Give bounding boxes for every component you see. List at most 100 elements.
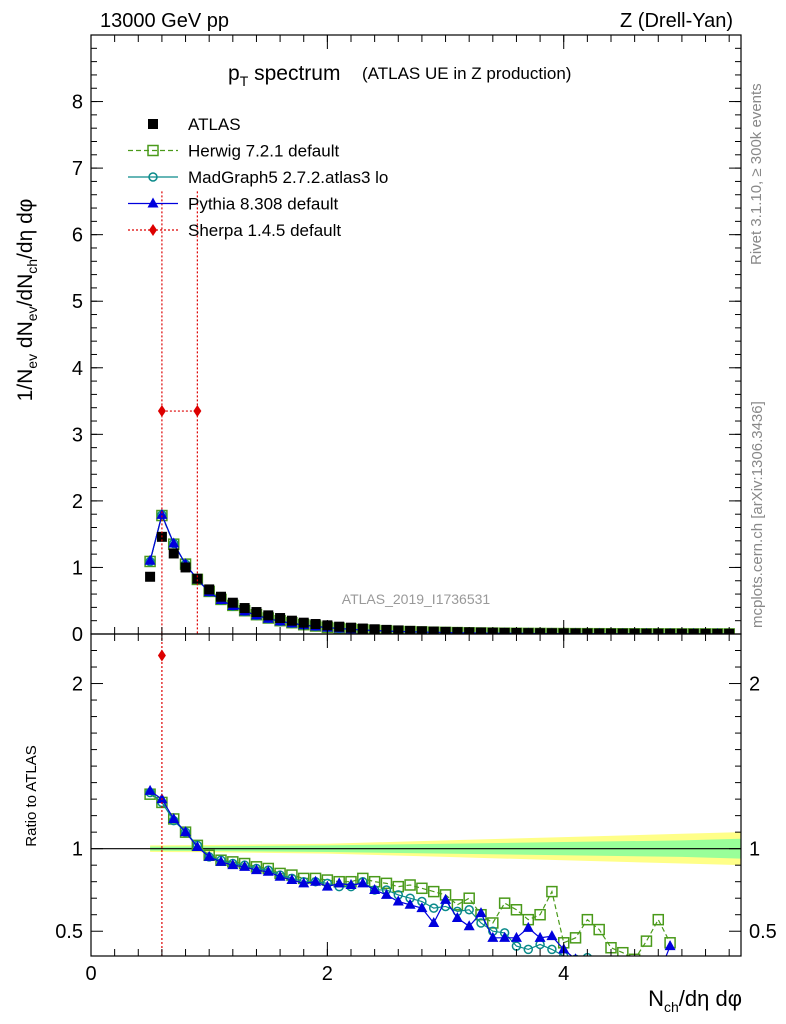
ratio-frame — [90, 633, 742, 957]
pythia-point — [499, 931, 511, 942]
pythia-series-line — [149, 790, 671, 956]
madgraph-point — [607, 964, 615, 972]
pythia-point — [227, 859, 239, 870]
pythia-point — [428, 916, 440, 927]
pythia-point — [345, 878, 357, 889]
herwig-series-line — [149, 513, 730, 634]
legend-marker-atlas — [148, 119, 158, 129]
main-y-tick-label: 8 — [72, 92, 83, 114]
sherpa-ratio-point — [157, 649, 166, 662]
sherpa-point — [193, 405, 202, 418]
atlas-point — [381, 624, 392, 634]
ratio-y-tick-label-right: 1 — [749, 839, 760, 861]
pythia-series-line — [149, 512, 730, 634]
atlas-point — [334, 621, 345, 632]
madgraph-point — [464, 905, 474, 915]
svg-text:pT spectrum: pT spectrum — [228, 62, 340, 89]
herwig-point — [510, 904, 523, 916]
atlas-point — [428, 626, 439, 634]
title-group: pT spectrum (ATLAS UE in Z production) — [228, 62, 571, 89]
atlas-point — [357, 623, 368, 634]
madgraph-point — [523, 944, 534, 955]
pythia-point — [250, 864, 262, 875]
title-p: p — [228, 62, 240, 85]
title-sub: T — [240, 73, 249, 89]
x-axis-label-rest: /dη dφ — [679, 986, 742, 1011]
pythia-point — [144, 554, 156, 565]
atlas-point — [227, 597, 238, 608]
pythia-point — [510, 931, 522, 942]
herwig-point — [427, 885, 440, 898]
pythia-point — [369, 883, 381, 894]
legend-marker-pythia — [147, 197, 159, 208]
atlas-point — [145, 571, 156, 582]
madgraph-series-line — [149, 512, 730, 634]
atlas-point — [239, 603, 250, 614]
atlas-point — [594, 628, 605, 634]
herwig-point — [534, 908, 546, 921]
legend-item-madgraph: MadGraph5 2.7.2.atlas3 lo — [128, 168, 388, 187]
legend-marker-madgraph — [148, 172, 158, 182]
y-axis-label-main: 1/Nev dNev/dNch/dη dφ — [14, 199, 40, 402]
atlas-point — [192, 573, 203, 584]
pythia-point — [664, 940, 676, 951]
x-axis-label-sub: ch — [664, 999, 679, 1015]
main-data-layer — [144, 191, 735, 634]
madgraph-point — [631, 965, 639, 973]
herwig-point — [451, 899, 464, 911]
main-y-tick-label: 3 — [72, 424, 83, 446]
pythia-point — [534, 931, 546, 942]
x-tick-label: 4 — [558, 963, 569, 985]
legend-label-madgraph: MadGraph5 2.7.2.atlas3 lo — [188, 168, 388, 187]
atlas-point — [665, 628, 676, 634]
pythia-point — [262, 865, 274, 876]
atlas-point — [263, 610, 274, 621]
pythia-point — [629, 963, 640, 973]
pythia-point — [203, 850, 215, 861]
pythia-point — [180, 826, 192, 837]
atlas-point — [275, 613, 286, 624]
header-process: 13000 GeV pp — [100, 10, 229, 32]
legend-label-herwig: Herwig 7.2.1 default — [188, 142, 339, 161]
main-y-tick-label: 6 — [72, 225, 83, 247]
pythia-point — [333, 877, 345, 888]
herwig-point — [593, 923, 605, 936]
ratio-y-tick-label-right: 2 — [749, 674, 760, 696]
pythia-point — [487, 931, 499, 942]
pythia-point — [404, 898, 416, 909]
x-tick-label: 0 — [85, 963, 96, 985]
madgraph-point — [666, 960, 674, 968]
madgraph-point — [428, 903, 439, 913]
madgraph-point — [547, 944, 557, 955]
sherpa-point — [157, 405, 166, 418]
main-y-tick-label: 2 — [72, 491, 83, 513]
main-y-tick-label: 4 — [72, 358, 83, 380]
madgraph-point — [476, 918, 486, 928]
atlas-point — [216, 591, 226, 602]
watermark: ATLAS_2019_I1736531 — [342, 591, 491, 607]
atlas-point — [641, 628, 652, 634]
herwig-point — [463, 892, 475, 904]
main-panel: 0 1 2 3 4 5 6 7 8 — [72, 34, 742, 646]
atlas-point — [180, 562, 191, 573]
pythia-point — [392, 895, 404, 906]
madgraph-point — [619, 960, 627, 968]
legend-item-sherpa: Sherpa 1.4.5 default — [128, 221, 341, 240]
mcplots-label: mcplots.cern.ch [arXiv:1306.3436] — [749, 401, 766, 628]
herwig-point — [617, 946, 629, 956]
herwig-point — [380, 877, 393, 890]
pythia-point — [582, 958, 593, 968]
ratio-data-layer — [91, 634, 741, 973]
pythia-point — [522, 921, 534, 932]
herwig-series-line — [149, 793, 671, 956]
atlas-point — [310, 619, 321, 630]
pythia-point — [144, 784, 156, 795]
pythia-point — [310, 875, 322, 886]
x-tick-label: 2 — [322, 963, 333, 985]
atlas-point — [476, 627, 486, 634]
legend: ATLAS Herwig 7.2.1 default MadGraph5 2.7.2… — [128, 115, 388, 240]
legend-label-sherpa: Sherpa 1.4.5 default — [188, 221, 341, 240]
pythia-point — [156, 508, 168, 519]
atlas-point — [286, 615, 297, 626]
